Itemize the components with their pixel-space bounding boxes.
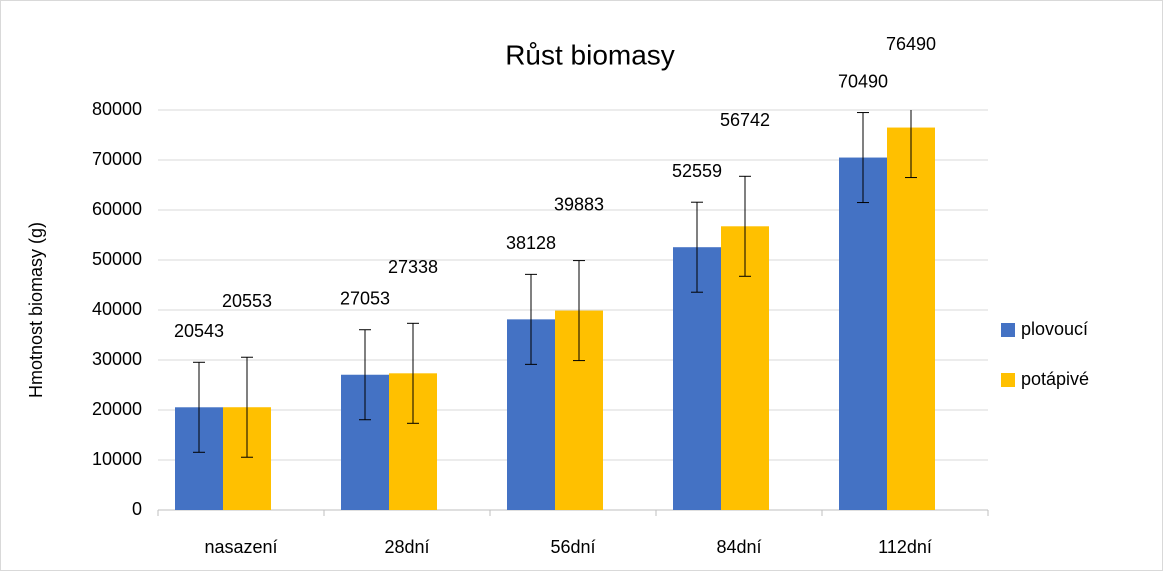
x-tick-label: 28dní [384,537,429,557]
error-bar [857,112,869,204]
data-label: 27338 [388,257,438,277]
data-label: 70490 [838,71,888,91]
data-label: 38128 [506,233,556,253]
legend-swatch [1001,373,1015,387]
data-label: 56742 [720,110,770,130]
error-bar [525,273,537,365]
x-tick-label: nasazení [204,537,277,557]
y-tick-label: 40000 [92,299,142,319]
error-bar [241,356,253,458]
y-tick-label: 30000 [92,349,142,369]
data-label: 20543 [174,321,224,341]
y-tick-label: 70000 [92,149,142,169]
data-label: 20553 [222,291,272,311]
error-bar [359,329,371,421]
data-label: 52559 [672,161,722,181]
data-label: 76490 [886,34,936,54]
bar [887,127,935,511]
x-tick-label: 112dní [878,537,932,557]
legend-label: potápivé [1021,369,1089,389]
y-tick-label: 20000 [92,399,142,419]
data-label: 27053 [340,288,390,308]
chart-title: Růst biomasy [505,39,675,70]
y-tick-label: 10000 [92,449,142,469]
x-tick-label: 84dní [716,537,761,557]
error-bar [905,110,917,179]
y-tick-label: 50000 [92,249,142,269]
bar [839,157,887,511]
error-bar [691,201,703,293]
legend-swatch [1001,323,1015,337]
error-bar [573,260,585,362]
y-tick-label: 0 [132,499,142,519]
y-tick-label: 60000 [92,199,142,219]
y-tick-label: 80000 [92,99,142,119]
x-tick-label: 56dní [550,537,595,557]
error-bar [193,361,205,453]
y-axis-title: Hmotnost biomasy (g) [26,222,46,398]
legend-label: plovoucí [1021,319,1088,339]
error-bar [739,175,751,277]
data-label: 39883 [554,194,604,214]
error-bar [407,322,419,424]
